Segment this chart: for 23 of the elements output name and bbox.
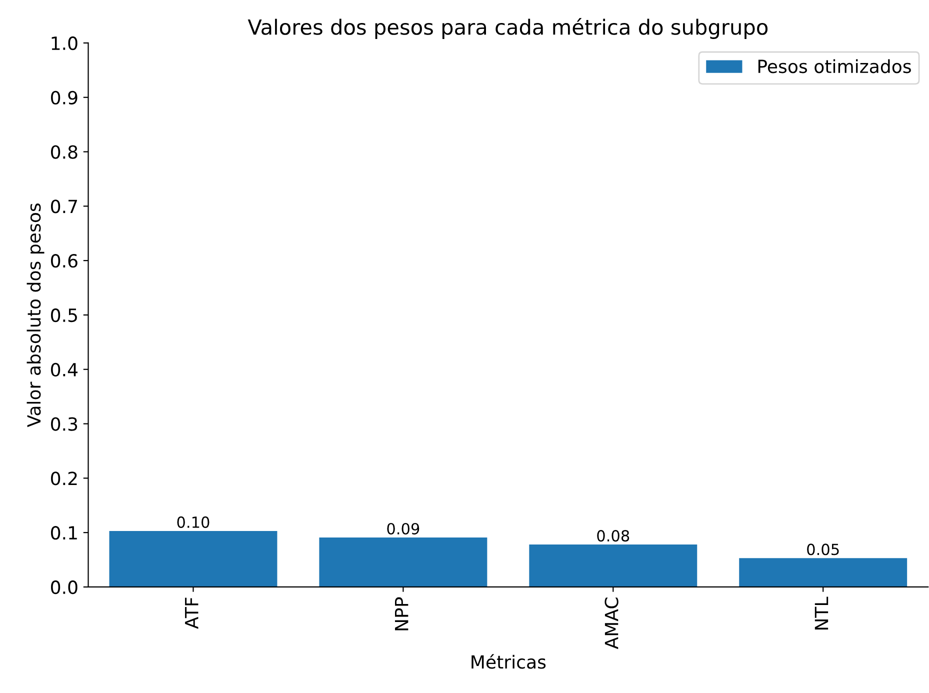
data-label: 0.10 (177, 516, 210, 528)
y-tick-label: 0.3 (51, 417, 78, 431)
y-tick-label: 0.9 (51, 90, 78, 104)
y-tick-label: 0.2 (51, 472, 77, 486)
data-label: 0.05 (807, 544, 839, 556)
chart-title: Valores dos pesos para cada métrica do subgrupo (248, 18, 768, 39)
x-tick-label: NTL (814, 596, 828, 630)
x-tick-label: NPP (395, 597, 408, 630)
y-tick-label: 0.6 (51, 254, 78, 268)
y-tick-label: 1.0 (52, 36, 78, 50)
x-axis-title: Métricas (472, 654, 546, 669)
x-tick-label: AMAC (604, 598, 618, 650)
data-label: 0.08 (597, 530, 630, 542)
x-tick-label: ATF (185, 598, 198, 629)
data-label: 0.09 (387, 522, 420, 535)
y-tick-label: 0.8 (51, 145, 78, 159)
y-tick-label: 0.1 (51, 526, 77, 540)
y-tick-label: 0.0 (51, 580, 78, 594)
legend-label: Pesos otimizados (758, 59, 911, 74)
y-tick-label: 0.7 (51, 200, 77, 214)
y-tick-label: 0.4 (51, 362, 78, 376)
y-axis-title: Valor absoluto dos pesos (26, 204, 44, 428)
y-tick-label: 0.5 (51, 308, 77, 322)
